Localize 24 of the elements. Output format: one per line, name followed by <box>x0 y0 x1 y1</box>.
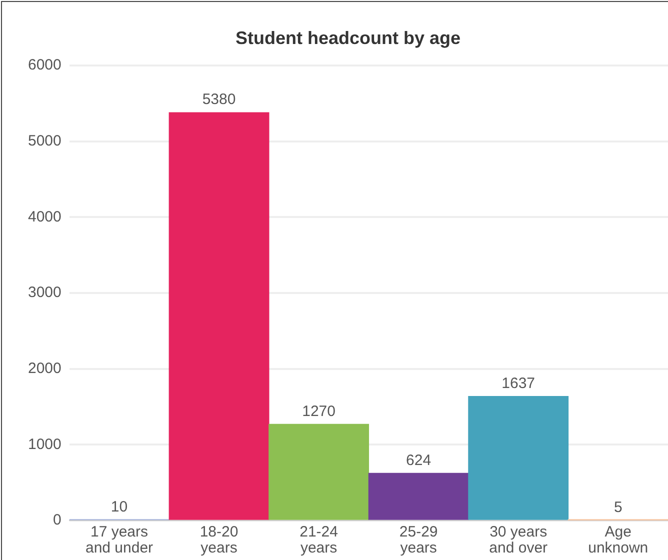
data-label: 624 <box>406 452 432 469</box>
data-label: 10 <box>110 498 128 516</box>
x-tick-label: 17 years and under <box>85 524 154 556</box>
x-tick-label: 25-29 years <box>399 524 438 556</box>
y-tick-label: 2000 <box>28 360 62 378</box>
x-tick-label: Age unknown <box>588 524 648 556</box>
data-label: 5 <box>614 498 622 516</box>
y-tick-label: 5000 <box>28 132 62 150</box>
x-tick-label: 30 years and over <box>489 524 548 556</box>
data-label: 1637 <box>502 375 536 392</box>
x-tick-label: 18-20 years <box>200 524 238 556</box>
y-tick-label: 3000 <box>28 284 62 302</box>
y-tick-label: 1000 <box>28 436 62 453</box>
bar <box>168 112 270 520</box>
x-tick-label: 21-24 years <box>300 524 338 556</box>
y-tick-label: 0 <box>53 512 62 529</box>
bar <box>368 472 469 520</box>
bar <box>468 396 569 520</box>
data-label: 5380 <box>202 91 236 108</box>
chart-title: Student headcount by age <box>235 28 461 48</box>
bar <box>268 424 370 520</box>
data-label: 1270 <box>302 402 336 420</box>
y-tick-label: 4000 <box>28 208 62 226</box>
y-tick-label: 6000 <box>28 56 62 74</box>
